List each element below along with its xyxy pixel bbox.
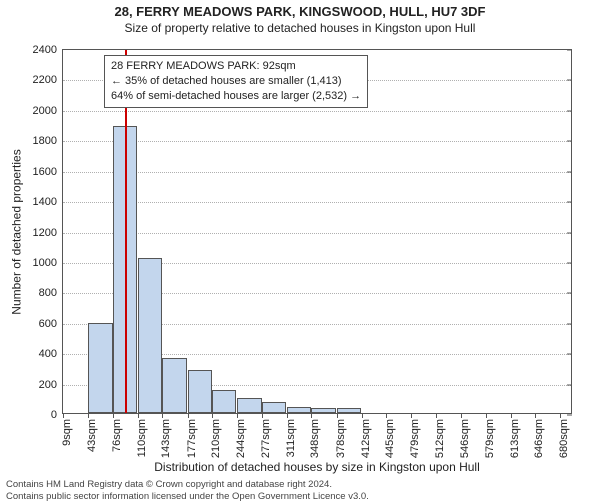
x-tick-label: 244sqm (235, 419, 247, 458)
y-tick-mark (567, 202, 572, 203)
gridline (63, 141, 571, 142)
x-axis-label: Distribution of detached houses by size … (62, 460, 572, 474)
histogram-bar (162, 358, 186, 413)
x-tick-label: 479sqm (409, 419, 421, 458)
y-tick-mark (567, 415, 572, 416)
y-tick-mark (567, 232, 572, 233)
y-tick-mark (567, 293, 572, 294)
x-tick-mark (386, 413, 387, 418)
y-tick-mark (567, 141, 572, 142)
x-tick-mark (436, 413, 437, 418)
gridline (63, 233, 571, 234)
x-tick-mark (237, 413, 238, 418)
histogram-bar (88, 323, 112, 413)
gridline (63, 202, 571, 203)
x-tick-mark (511, 413, 512, 418)
x-tick-label: 311sqm (285, 419, 297, 457)
chart: 0200400600800100012001400160018002000220… (62, 49, 572, 414)
y-axis-label: Number of detached properties (10, 49, 24, 414)
x-tick-mark (560, 413, 561, 418)
y-tick-mark (567, 171, 572, 172)
x-tick-mark (311, 413, 312, 418)
x-tick-label: 546sqm (459, 419, 471, 458)
x-tick-mark (113, 413, 114, 418)
x-tick-label: 277sqm (260, 419, 272, 458)
x-tick-mark (535, 413, 536, 418)
y-tick-mark (567, 384, 572, 385)
histogram-bar (262, 402, 286, 413)
annotation-line: ← 35% of detached houses are smaller (1,… (111, 74, 361, 89)
x-tick-label: 143sqm (160, 419, 172, 458)
x-tick-label: 445sqm (384, 419, 396, 458)
x-tick-label: 579sqm (484, 419, 496, 458)
y-tick-label: 400 (39, 348, 63, 360)
x-tick-mark (362, 413, 363, 418)
x-tick-label: 76sqm (111, 419, 123, 452)
x-tick-label: 348sqm (309, 419, 321, 458)
histogram-bar (337, 408, 361, 413)
x-tick-label: 210sqm (210, 419, 222, 458)
y-tick-label: 1800 (33, 135, 63, 147)
y-tick-label: 1400 (33, 196, 63, 208)
y-tick-label: 1200 (33, 227, 63, 239)
gridline (63, 172, 571, 173)
x-tick-label: 646sqm (533, 419, 545, 458)
y-tick-label: 200 (39, 379, 63, 391)
x-tick-mark (411, 413, 412, 418)
x-tick-label: 412sqm (360, 419, 372, 458)
x-tick-label: 43sqm (86, 419, 98, 452)
y-tick-label: 800 (39, 287, 63, 299)
annotation-box: 28 FERRY MEADOWS PARK: 92sqm ← 35% of de… (104, 55, 368, 108)
y-tick-label: 2200 (33, 74, 63, 86)
attribution-footer: Contains HM Land Registry data © Crown c… (6, 479, 369, 502)
x-tick-mark (461, 413, 462, 418)
y-tick-label: 2000 (33, 105, 63, 117)
y-tick-label: 1600 (33, 166, 63, 178)
x-tick-mark (486, 413, 487, 418)
footer-line: Contains public sector information licen… (6, 491, 369, 502)
x-tick-mark (88, 413, 89, 418)
page-title: 28, FERRY MEADOWS PARK, KINGSWOOD, HULL,… (0, 4, 600, 19)
histogram-bar (188, 370, 212, 413)
x-tick-label: 9sqm (61, 419, 73, 446)
x-tick-label: 378sqm (335, 419, 347, 458)
x-tick-mark (188, 413, 189, 418)
x-tick-mark (337, 413, 338, 418)
y-tick-mark (567, 50, 572, 51)
x-tick-mark (287, 413, 288, 418)
x-tick-mark (138, 413, 139, 418)
x-tick-mark (63, 413, 64, 418)
x-tick-mark (212, 413, 213, 418)
histogram-bar (212, 390, 236, 413)
x-tick-label: 613sqm (509, 419, 521, 458)
y-tick-mark (567, 354, 572, 355)
x-tick-label: 110sqm (136, 419, 148, 457)
y-tick-label: 2400 (33, 44, 63, 56)
y-tick-mark (567, 110, 572, 111)
x-tick-label: 177sqm (186, 419, 198, 458)
x-tick-mark (162, 413, 163, 418)
histogram-bar (138, 258, 162, 413)
page-subtitle: Size of property relative to detached ho… (0, 21, 600, 35)
y-tick-mark (567, 323, 572, 324)
y-tick-label: 1000 (33, 257, 63, 269)
y-tick-mark (567, 80, 572, 81)
histogram-bar (311, 408, 335, 413)
histogram-bar (237, 398, 261, 413)
annotation-line: 28 FERRY MEADOWS PARK: 92sqm (111, 59, 361, 74)
y-tick-mark (567, 262, 572, 263)
histogram-bar (287, 407, 311, 413)
annotation-line: 64% of semi-detached houses are larger (… (111, 89, 361, 104)
x-tick-label: 512sqm (434, 419, 446, 458)
x-tick-label: 680sqm (558, 419, 570, 458)
footer-line: Contains HM Land Registry data © Crown c… (6, 479, 369, 490)
gridline (63, 111, 571, 112)
y-tick-label: 600 (39, 318, 63, 330)
x-tick-mark (262, 413, 263, 418)
